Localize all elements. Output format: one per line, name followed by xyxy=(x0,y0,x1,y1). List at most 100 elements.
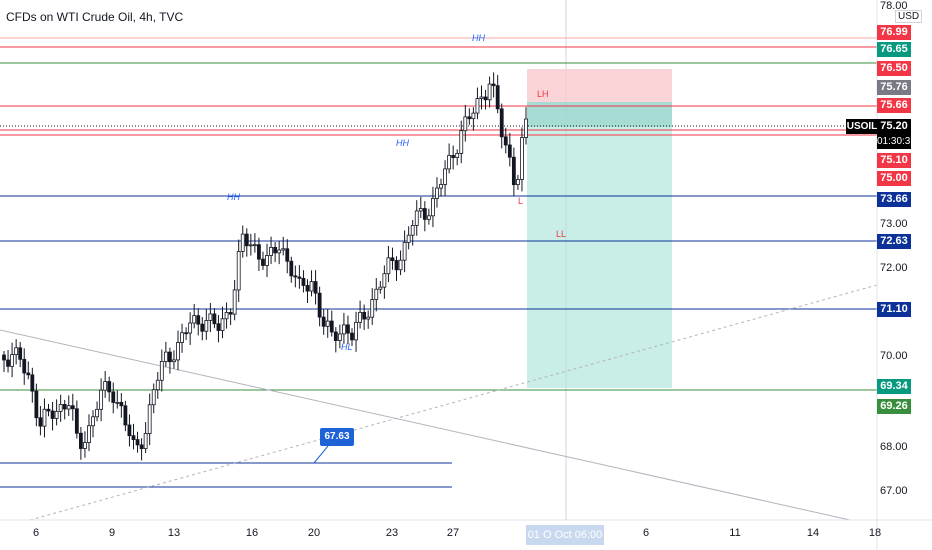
candle-body xyxy=(244,233,249,247)
candle-body xyxy=(18,347,23,360)
descending-trend-line[interactable] xyxy=(0,329,851,521)
candle-body xyxy=(240,233,245,252)
time-axis-label: 6 xyxy=(32,527,40,539)
candle-body xyxy=(78,432,83,449)
candle-body xyxy=(495,85,500,110)
candle-body xyxy=(172,359,176,363)
candle-body xyxy=(115,401,120,404)
candle-body xyxy=(220,318,225,331)
annotation-hh-top[interactable]: HH xyxy=(472,33,485,43)
price-axis-label: 72.00 xyxy=(880,262,908,274)
price-tag-76-50: 76.50 xyxy=(877,61,911,76)
annotation-hh-left[interactable]: HH xyxy=(227,192,240,202)
candle-body xyxy=(196,315,201,325)
candle-body xyxy=(418,208,423,212)
callout-pointer xyxy=(313,445,329,464)
candle-body xyxy=(95,408,99,418)
candle-body xyxy=(192,315,197,324)
candle-body xyxy=(204,320,209,332)
candle-body xyxy=(471,112,476,120)
candle-body xyxy=(491,83,496,87)
candle-body xyxy=(168,351,172,363)
current-price-tag: 75.20 xyxy=(877,119,911,134)
loss-zone[interactable] xyxy=(527,69,672,102)
chart-title-text: CFDs on WTI Crude Oil, 4h, TVC xyxy=(6,10,184,24)
candle-body xyxy=(26,372,31,376)
price-axis-label: 68.00 xyxy=(880,441,908,453)
annotation-ll[interactable]: LL xyxy=(556,229,567,239)
candle-body xyxy=(74,408,79,434)
candle-body xyxy=(265,255,269,266)
candle-body xyxy=(467,116,472,120)
price-tag-69-26: 69.26 xyxy=(877,399,911,414)
profit-zone[interactable] xyxy=(527,102,672,388)
candle-body xyxy=(54,411,59,419)
candle-body xyxy=(293,275,298,278)
ascending-trend-line-dashed[interactable] xyxy=(29,284,878,521)
annotation-l[interactable]: L xyxy=(518,196,524,206)
price-tag-72-63: 72.63 xyxy=(877,234,911,249)
candle-body xyxy=(390,257,395,261)
candlestick-series[interactable] xyxy=(2,72,528,461)
candle-body xyxy=(337,333,342,341)
annotation-hh-mid[interactable]: HH xyxy=(396,138,409,148)
candle-body xyxy=(443,168,447,185)
candle-body xyxy=(507,144,512,158)
candle-body xyxy=(451,155,456,158)
candle-body xyxy=(382,273,387,288)
candle-body xyxy=(342,324,346,335)
candle-body xyxy=(273,246,278,254)
candle-body xyxy=(131,435,136,440)
candle-body xyxy=(107,381,112,393)
time-axis-label: 27 xyxy=(446,527,460,539)
price-tag-69-34: 69.34 xyxy=(877,379,911,394)
candle-body xyxy=(180,332,184,343)
candle-body xyxy=(346,324,350,334)
price-tag-76-65: 76.65 xyxy=(877,42,911,57)
price-axis-label: 78.00 xyxy=(880,0,908,12)
time-axis-label: 13 xyxy=(167,527,181,539)
annotation-hl[interactable]: HL xyxy=(341,342,353,352)
candle-body xyxy=(358,311,362,323)
candle-body xyxy=(374,288,379,300)
candle-body xyxy=(111,391,116,403)
candle-body xyxy=(34,390,39,419)
candle-body xyxy=(232,289,237,315)
candle-body xyxy=(87,425,91,443)
candle-body xyxy=(305,285,310,292)
currency-label[interactable]: USD xyxy=(895,10,923,23)
time-axis-label: 23 xyxy=(385,527,399,539)
candle-body xyxy=(487,83,492,101)
candle-body xyxy=(459,130,464,154)
candle-body xyxy=(10,354,14,367)
candle-body xyxy=(301,277,306,286)
time-axis-label: 18 xyxy=(868,527,882,539)
candle-body xyxy=(159,361,164,381)
candle-body xyxy=(285,248,290,262)
time-axis-highlight: 01 O Oct 06:00 xyxy=(526,525,604,545)
candle-body xyxy=(135,439,140,446)
candle-body xyxy=(455,153,460,158)
candle-body xyxy=(463,116,468,132)
candle-body xyxy=(224,312,229,320)
price-callout[interactable]: 67.63 xyxy=(320,428,354,446)
candle-body xyxy=(422,208,427,220)
chart-title: CFDs on WTI Crude Oil, 4h, TVC xyxy=(6,10,183,24)
annotation-lh[interactable]: LH xyxy=(537,89,549,99)
candle-body xyxy=(176,342,180,361)
candle-body xyxy=(499,108,504,138)
symbol-tag: USOIL xyxy=(846,119,878,134)
candle-body xyxy=(188,322,193,334)
time-axis-label: 20 xyxy=(307,527,321,539)
candle-body xyxy=(103,381,108,391)
candle-body xyxy=(516,179,520,186)
candle-body xyxy=(370,299,375,318)
candle-body xyxy=(66,405,71,410)
price-tag-75-66: 75.66 xyxy=(877,98,911,113)
time-axis-label: 9 xyxy=(108,527,116,539)
candle-body xyxy=(212,313,217,325)
candle-body xyxy=(119,401,124,407)
candle-body xyxy=(2,354,6,361)
